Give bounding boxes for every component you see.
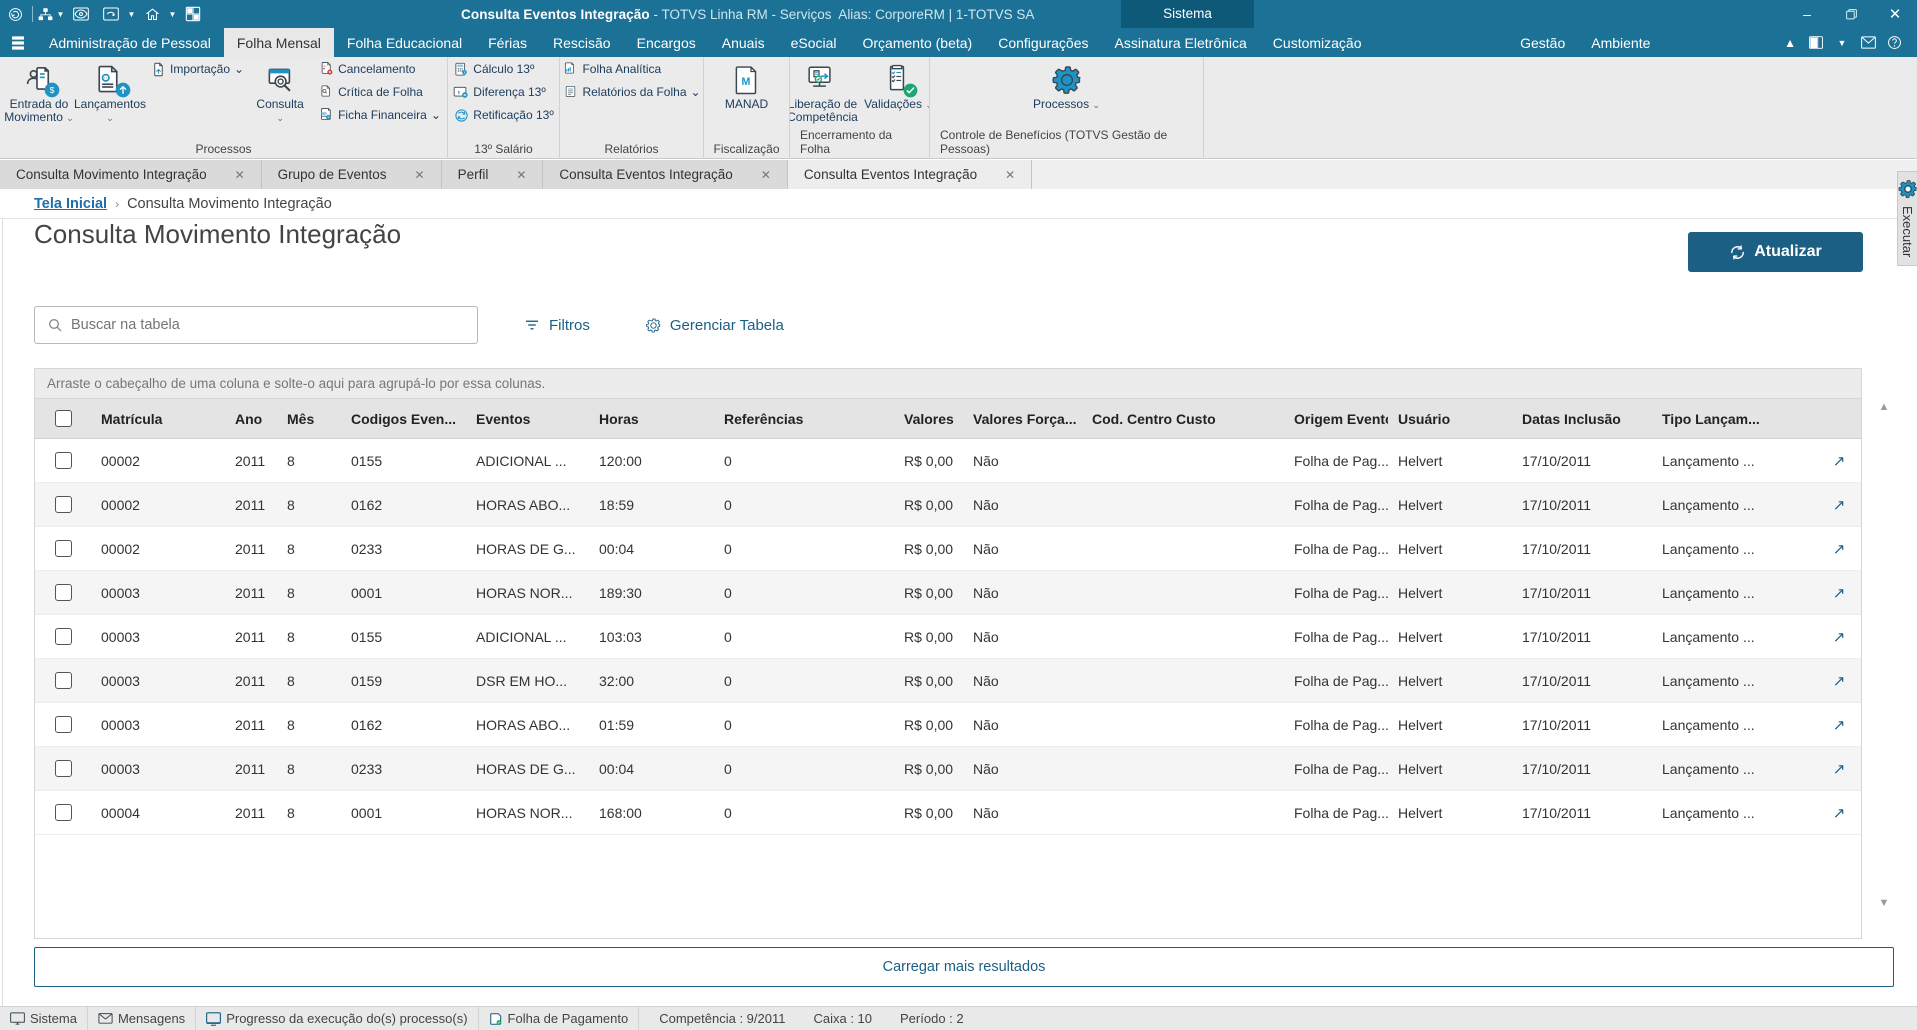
- svg-text:$: $: [50, 85, 55, 95]
- svg-text:M: M: [741, 76, 750, 88]
